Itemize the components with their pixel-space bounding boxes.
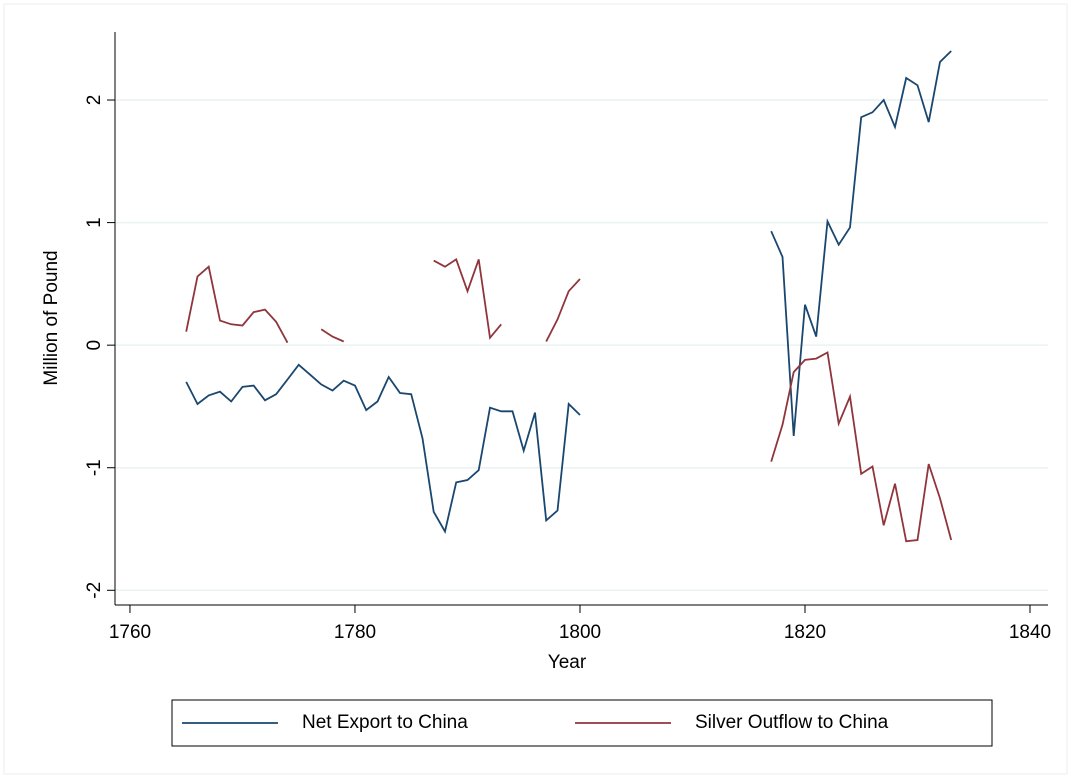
graph-region	[3, 3, 1068, 775]
legend-label: Silver Outflow to China	[695, 712, 889, 733]
y-tick-label: 0	[84, 340, 105, 351]
x-tick-label: 1820	[784, 622, 826, 643]
x-tick-label: 1760	[109, 622, 151, 643]
y-tick-label: 2	[84, 95, 105, 106]
x-tick-label: 1800	[559, 622, 601, 643]
series-line	[185, 50, 952, 534]
y-tick-label: -1	[84, 459, 105, 476]
x-tick-label: 1840	[1009, 622, 1051, 643]
y-tick-label: -2	[84, 582, 105, 599]
y-tick-label: 1	[84, 217, 105, 228]
legend-label: Net Export to China	[302, 712, 468, 733]
series-line	[185, 258, 953, 543]
x-tick-label: 1780	[334, 622, 376, 643]
x-axis-label: Year	[548, 652, 587, 673]
y-axis-label: Million of Pound	[41, 250, 62, 385]
